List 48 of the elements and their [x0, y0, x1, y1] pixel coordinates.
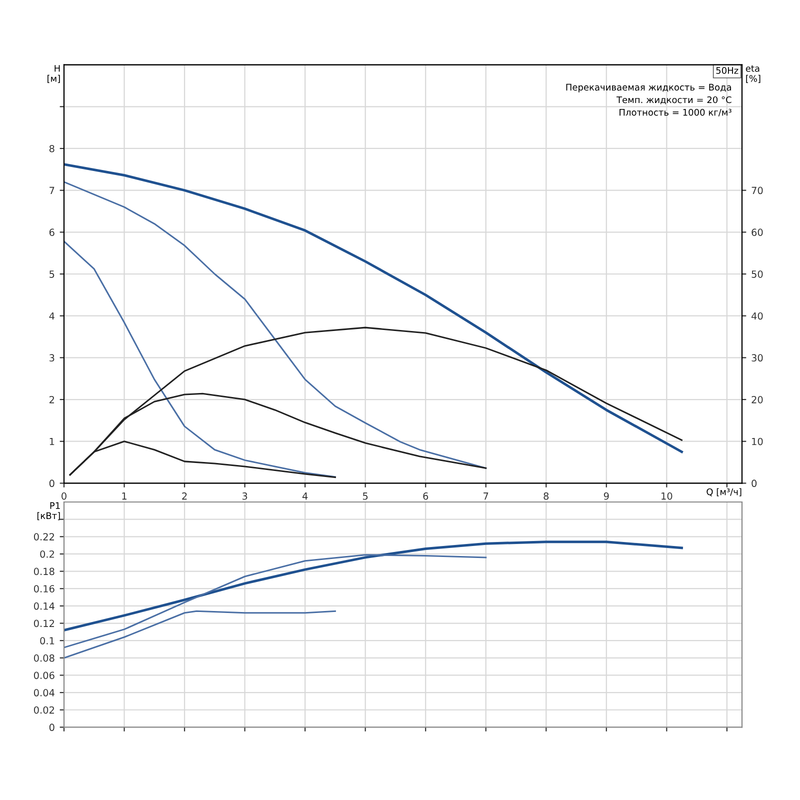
annotation: Темп. жидкости = 20 °C [616, 96, 732, 104]
y-tick-label: 0.02 [34, 706, 54, 714]
y2-tick-label: 10 [752, 438, 763, 446]
x-axis-title: Q [м³/ч] [706, 488, 742, 496]
y-axis-title: H [м] [48, 65, 60, 83]
y-axis-title: P1 [кВт] [37, 502, 60, 520]
y-tick-label: 4 [49, 312, 54, 320]
x-tick-label: 6 [423, 492, 428, 500]
y2-axis-title: eta [%] [746, 65, 760, 83]
y-tick-label: 0 [49, 724, 54, 732]
y-tick-label: 0.04 [34, 689, 54, 696]
y-tick-label: 0.1 [40, 637, 54, 644]
y2-tick-label: 20 [752, 396, 763, 404]
y2-tick-label: 40 [752, 312, 763, 320]
y-tick-label: 0 [49, 480, 54, 488]
x-tick-label: 5 [362, 492, 368, 500]
y2-tick-label: 0 [752, 480, 757, 488]
x-tick-label: 8 [544, 492, 549, 500]
x-tick-label: 2 [182, 492, 187, 500]
x-tick-label: 10 [662, 492, 672, 500]
x-tick-label: 3 [242, 492, 248, 500]
y-tick-label: 0.08 [34, 654, 54, 662]
y-tick-label: 0.2 [40, 550, 54, 558]
y2-tick-label: 70 [752, 186, 763, 194]
y-tick-label: 7 [50, 186, 54, 194]
y-tick-label: 5 [50, 270, 54, 278]
annotation: Перекачиваемая жидкость = Вода [566, 84, 732, 92]
x-tick-label: 9 [604, 492, 609, 500]
y-tick-label: 1 [50, 438, 54, 446]
y2-tick-label: 50 [752, 270, 763, 278]
y-tick-label: 6 [49, 228, 54, 236]
y-tick-label: 0.12 [34, 620, 54, 628]
y-tick-label: 8 [49, 144, 54, 152]
y-tick-label: 0.22 [34, 533, 54, 540]
annotation: Плотность = 1000 кг/м³ [620, 108, 732, 116]
y-tick-label: 0.16 [34, 585, 54, 592]
y-tick-label: 0.18 [34, 568, 54, 576]
y2-tick-label: 30 [752, 354, 763, 362]
y-tick-label: 0.06 [34, 672, 54, 680]
x-tick-label: 0 [62, 492, 66, 500]
annotation: 50Hz [716, 67, 738, 74]
y-tick-label: 3 [50, 354, 54, 362]
x-tick-label: 1 [122, 492, 126, 500]
x-tick-label: 4 [302, 492, 308, 500]
y-tick-label: 0.14 [34, 602, 54, 610]
y2-tick-label: 60 [752, 228, 763, 236]
y-tick-label: 2 [50, 396, 54, 404]
x-tick-label: 7 [484, 492, 488, 500]
